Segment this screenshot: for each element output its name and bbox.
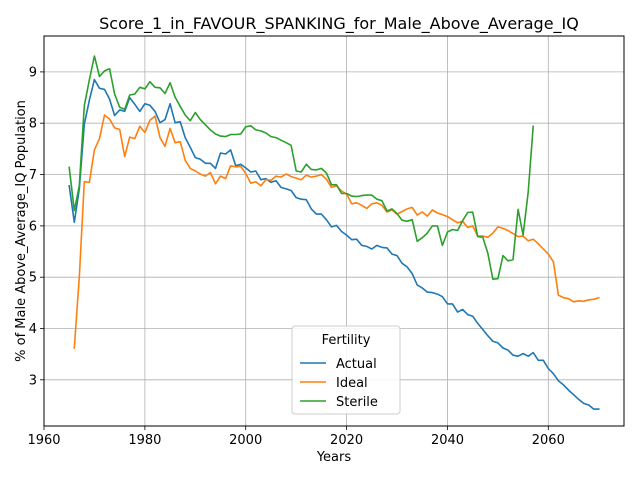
y-tick-label: 7	[29, 168, 37, 183]
y-tick-label: 9	[29, 65, 37, 80]
series-lines	[68, 55, 600, 410]
y-tick-label: 5	[29, 271, 37, 286]
legend-title: Fertility	[322, 333, 371, 348]
chart-title: Score_1_in_FAVOUR_SPANKING_for_Male_Abov…	[99, 14, 579, 34]
y-tick-label: 3	[29, 373, 37, 388]
series-line-actual	[68, 78, 600, 410]
y-tick-label: 8	[29, 117, 37, 132]
x-tick-label: 2040	[431, 433, 464, 448]
y-tick-label: 4	[29, 322, 37, 337]
legend-label-ideal: Ideal	[336, 376, 368, 391]
y-axis-title: % of Male Above_Average_IQ Population	[14, 100, 29, 362]
x-tick-label: 2020	[330, 433, 363, 448]
x-axis-title: Years	[316, 450, 352, 465]
x-tick-label: 1960	[27, 433, 60, 448]
x-tick-label: 2060	[532, 433, 565, 448]
legend-label-sterile: Sterile	[336, 395, 378, 410]
legend: Fertility Actual Ideal Sterile	[291, 325, 401, 415]
x-tick-label: 2000	[229, 433, 262, 448]
x-tick-label: 1980	[128, 433, 161, 448]
legend-box	[291, 325, 401, 415]
axis-ticks: 1960 1980 2000 2020 2040 2060 3 4 5 6 7 8 9	[27, 65, 564, 448]
series-line-sterile	[68, 55, 535, 280]
legend-label-actual: Actual	[336, 357, 377, 372]
y-tick-label: 6	[29, 219, 37, 234]
plot-frame	[43, 35, 625, 427]
